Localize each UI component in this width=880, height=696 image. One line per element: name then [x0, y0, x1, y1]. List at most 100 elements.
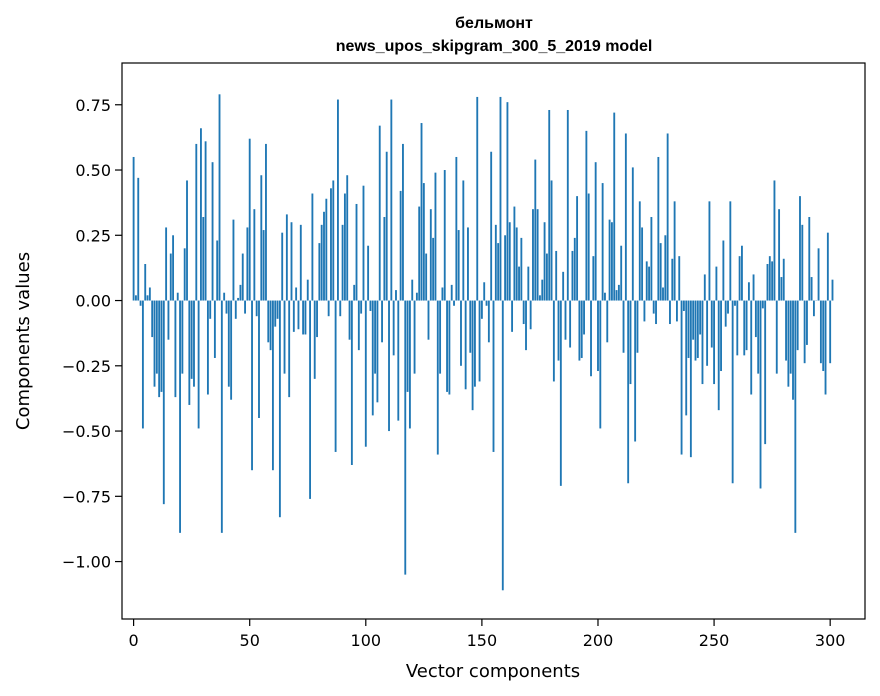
bar-280: [782, 258, 785, 301]
bar-40: [225, 300, 228, 314]
bar-84: [327, 300, 330, 317]
bar-297: [822, 300, 825, 372]
bar-97: [357, 300, 360, 351]
bar-289: [803, 300, 806, 364]
bar-155: [492, 300, 495, 452]
bar-179: [548, 109, 551, 301]
bar-237: [682, 300, 685, 311]
bar-127: [427, 300, 430, 340]
bar-209: [617, 284, 620, 301]
bar-41: [227, 300, 230, 387]
chart-subtitle: news_upos_skipgram_300_5_2019 model: [336, 38, 653, 55]
bar-248: [708, 201, 711, 301]
bar-92: [346, 175, 349, 301]
bar-197: [590, 300, 592, 377]
y-tick-label-3: 0.00: [75, 292, 111, 311]
bar-199: [594, 162, 597, 301]
bar-171: [529, 300, 532, 330]
bar-270: [759, 300, 762, 489]
bar-198: [592, 256, 595, 301]
bar-263: [743, 300, 746, 356]
bar-61: [274, 300, 277, 327]
bar-142: [462, 180, 465, 301]
chart-title: бельмонт: [455, 15, 533, 32]
bar-164: [513, 206, 516, 301]
bar-277: [775, 300, 778, 374]
bar-293: [812, 300, 815, 317]
bar-267: [752, 274, 755, 301]
bar-262: [741, 245, 743, 301]
bar-163: [511, 300, 514, 332]
bar-217: [636, 300, 639, 353]
bar-5: [144, 264, 147, 301]
y-axis: 0.75 0.50 0.25 0.00 −0.25 −0.50 −0.75 −1.00: [62, 96, 122, 572]
bar-17: [172, 235, 175, 301]
bar-101: [367, 245, 370, 301]
bar-231: [669, 300, 671, 325]
bar-66: [285, 214, 288, 301]
bar-283: [789, 300, 792, 374]
bar-290: [806, 300, 808, 345]
bar-177: [543, 222, 546, 301]
bar-246: [703, 274, 706, 301]
bar-212: [624, 133, 627, 301]
bar-141: [460, 300, 462, 366]
bar-13: [162, 300, 165, 505]
bar-82: [323, 211, 325, 301]
bar-7: [148, 287, 151, 301]
bar-230: [666, 133, 669, 301]
bar-79: [316, 300, 318, 338]
bar-165: [515, 227, 518, 301]
bar-211: [622, 300, 625, 353]
bar-121: [413, 300, 416, 374]
bar-37: [218, 94, 221, 301]
bar-175: [539, 295, 541, 301]
bar-146: [471, 300, 474, 411]
bar-158: [499, 96, 502, 301]
bar-130: [434, 172, 437, 301]
bar-131: [436, 300, 439, 455]
bar-20: [179, 300, 181, 533]
bar-195: [585, 130, 588, 301]
bar-274: [768, 256, 771, 301]
bar-96: [355, 203, 358, 301]
bar-268: [754, 300, 757, 338]
y-tick-label-2: 0.25: [75, 226, 111, 245]
bar-190: [573, 237, 576, 301]
bar-272: [764, 300, 767, 445]
bar-170: [527, 266, 530, 301]
bar-32: [206, 300, 209, 395]
bar-10: [155, 300, 158, 374]
bar-273: [766, 264, 769, 301]
bar-257: [729, 201, 732, 301]
bar-0: [132, 156, 135, 301]
plot-frame: [121, 62, 866, 620]
bar-102: [369, 300, 372, 311]
bar-221: [645, 261, 648, 301]
y-tick-label-0: 0.75: [75, 96, 111, 115]
bar-63: [278, 300, 281, 518]
bar-59: [269, 300, 272, 351]
bar-103: [371, 300, 374, 416]
bar-223: [650, 217, 653, 301]
bar-144: [467, 227, 469, 301]
y-tick-label-5: −0.50: [62, 422, 111, 441]
bar-276: [773, 180, 776, 301]
bar-123: [418, 206, 421, 301]
bar-253: [720, 300, 722, 372]
bar-68: [290, 222, 293, 301]
bar-232: [671, 258, 674, 301]
bar-19: [176, 292, 179, 301]
bar-118: [406, 300, 409, 392]
bar-160: [504, 235, 507, 301]
bar-282: [787, 300, 790, 387]
bar-133: [441, 287, 444, 301]
bar-242: [694, 300, 697, 361]
bar-191: [576, 196, 579, 301]
bar-54: [258, 300, 260, 418]
bar-219: [641, 227, 644, 301]
bar-46: [239, 284, 242, 301]
bar-153: [487, 300, 490, 343]
bar-193: [580, 300, 583, 358]
bar-184: [559, 300, 562, 486]
